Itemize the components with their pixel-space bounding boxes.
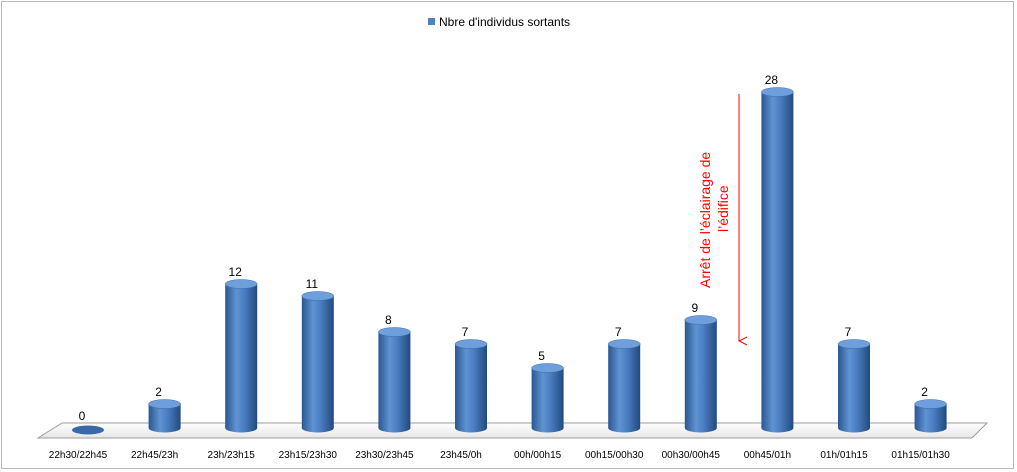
bar: [378, 327, 411, 433]
bar: [301, 291, 335, 433]
x-tick-label: 22h45/23h: [131, 450, 178, 461]
value-label: 2: [155, 385, 162, 399]
bar: [148, 399, 181, 433]
bar-body: [455, 344, 487, 433]
bar-top: [301, 291, 335, 301]
value-label: 8: [385, 313, 392, 327]
annotation-text-line1: Arrêt de l’éclairage de: [697, 152, 713, 288]
bar-top: [531, 363, 564, 373]
bar: [224, 279, 258, 433]
value-labels-group: 0 2 12 11 8 7 5 7 9 28 7 2: [79, 73, 929, 423]
x-tick-label: 00h30/00h45: [662, 450, 721, 461]
bar: [531, 363, 564, 433]
bars-group: [72, 87, 947, 435]
x-tick-labels-group: 22h30/22h45 22h45/23h 23h/23h15 23h15/23h30…: [49, 450, 950, 461]
bar: [914, 399, 947, 433]
annotation: Arrêt de l’éclairage de l’édifice: [697, 94, 739, 341]
bar: [607, 339, 641, 433]
bar-top: [837, 339, 871, 349]
annotation-text-line2: l’édifice: [715, 185, 731, 232]
x-tick-label: 22h30/22h45: [49, 450, 108, 461]
bar-top: [224, 279, 258, 289]
bar-body: [838, 344, 870, 433]
value-label: 12: [229, 265, 243, 279]
bar-top: [607, 339, 641, 349]
value-label: 5: [538, 349, 545, 363]
legend-label: Nbre d'individus sortants: [439, 15, 570, 29]
value-label: 0: [79, 409, 86, 423]
bar-top: [148, 399, 181, 409]
bar: [837, 339, 871, 433]
x-tick-label: 23h30/23h45: [355, 450, 414, 461]
bar: [761, 87, 794, 433]
x-tick-label: 00h15/00h30: [585, 450, 644, 461]
x-tick-label: 23h15/23h30: [279, 450, 338, 461]
x-tick-label: 23h45/0h: [440, 450, 482, 461]
bar-body: [914, 404, 947, 433]
bar: [454, 339, 488, 433]
bar: [684, 315, 718, 433]
x-tick-label: 00h/00h15: [514, 450, 562, 461]
bar-body: [608, 344, 641, 433]
bar-top: [761, 87, 794, 97]
bar-body: [531, 368, 564, 433]
value-label: 7: [615, 325, 622, 339]
bar-top: [72, 425, 104, 435]
bar-body: [761, 92, 794, 433]
bar-body: [225, 284, 258, 433]
bar-top: [914, 399, 947, 409]
bar-body: [378, 332, 411, 433]
bar-top: [378, 327, 411, 337]
bar-body: [301, 296, 334, 433]
chart-floor: [36, 422, 989, 439]
value-label: 7: [845, 325, 852, 339]
bar-top: [454, 339, 488, 349]
bar-body: [148, 404, 181, 433]
bar-top: [684, 315, 718, 325]
value-label: 28: [765, 73, 779, 87]
bar: [72, 425, 104, 435]
x-tick-label: 01h/01h15: [820, 450, 868, 461]
x-tick-label: 00h45/01h: [744, 450, 791, 461]
x-tick-label: 23h/23h15: [208, 450, 256, 461]
value-label: 7: [462, 325, 469, 339]
bar-body: [684, 320, 717, 433]
value-label: 11: [306, 277, 319, 291]
legend-swatch: [428, 18, 435, 25]
x-tick-label: 01h15/01h30: [891, 450, 950, 461]
value-label: 9: [691, 301, 698, 315]
value-label: 2: [921, 385, 928, 399]
legend: Nbre d'individus sortants: [428, 15, 570, 29]
